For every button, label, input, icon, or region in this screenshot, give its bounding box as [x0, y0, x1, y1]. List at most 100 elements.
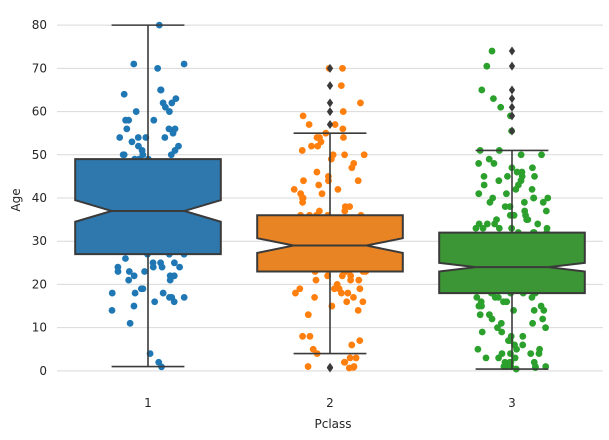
strip-point — [339, 64, 346, 72]
strip-point — [167, 151, 175, 159]
strip-point — [180, 60, 188, 68]
strip-point — [524, 216, 532, 224]
outlier-marker — [326, 362, 334, 372]
strip-point — [305, 121, 313, 128]
strip-point — [504, 172, 511, 180]
strip-point — [495, 224, 503, 232]
strip-point — [347, 276, 355, 284]
strip-point — [352, 354, 360, 362]
strip-point — [125, 116, 133, 124]
strip-point — [513, 168, 521, 176]
strip-point — [180, 294, 188, 301]
strip-point — [527, 350, 535, 357]
strip-point — [483, 62, 491, 70]
strip-point — [172, 95, 180, 102]
strip-point — [488, 47, 496, 55]
box — [438, 231, 586, 295]
strip-point — [150, 116, 158, 124]
outlier-marker — [508, 85, 516, 95]
strip-point — [357, 99, 364, 107]
outlier-marker — [508, 94, 516, 104]
strip-point — [488, 315, 496, 323]
strip-point — [503, 298, 511, 306]
outlier-marker — [508, 102, 516, 112]
y-tick-label: 80 — [32, 18, 47, 32]
strip-point — [327, 155, 335, 163]
outlier-marker — [508, 126, 516, 136]
y-tick-label: 60 — [32, 105, 47, 119]
strip-point — [131, 289, 139, 297]
strip-point — [495, 354, 502, 362]
strip-point — [490, 95, 497, 102]
outlier-marker — [326, 98, 334, 108]
strip-point — [165, 125, 173, 133]
strip-point — [116, 134, 124, 141]
strip-point — [513, 345, 520, 353]
strip-point — [356, 337, 364, 345]
strip-point — [501, 203, 509, 211]
strip-point — [540, 306, 548, 314]
strip-point — [542, 324, 549, 332]
strip-point — [154, 64, 162, 72]
strip-point — [149, 263, 157, 271]
strip-point — [306, 332, 314, 340]
strip-point — [350, 294, 357, 301]
strip-point — [168, 99, 176, 107]
strip-point — [292, 289, 299, 297]
strip-point — [296, 285, 304, 293]
box — [74, 158, 222, 256]
strip-point — [130, 60, 138, 68]
strip-point — [309, 345, 317, 353]
outlier-marker — [326, 120, 334, 130]
strip-point — [125, 268, 133, 275]
strip-point — [108, 289, 116, 297]
strip-point — [298, 147, 306, 154]
strip-point — [532, 364, 539, 372]
x-tick-label: 1 — [144, 396, 152, 410]
strip-point — [476, 311, 484, 319]
strip-point — [166, 294, 173, 301]
strip-point — [343, 298, 351, 306]
y-tick-label: 10 — [32, 321, 47, 335]
y-tick-label: 50 — [32, 148, 47, 162]
ticks: 0 10 20 30 40 50 60 70 80 1 2 3 — [32, 18, 516, 410]
strip-point — [478, 328, 486, 336]
strip-point — [478, 302, 485, 310]
strip-point — [126, 319, 134, 327]
strip-point — [529, 319, 536, 327]
outlier-marker — [508, 61, 516, 71]
strip-point — [531, 172, 538, 180]
strip-point — [170, 298, 178, 306]
strip-point — [334, 185, 342, 193]
strip-point — [348, 164, 356, 172]
strip-point — [344, 289, 352, 297]
strip-point — [337, 82, 345, 90]
box — [256, 214, 404, 273]
strip-point — [360, 151, 368, 159]
strip-point — [544, 194, 552, 202]
strip-point — [141, 268, 148, 275]
y-tick-label: 40 — [32, 191, 47, 205]
strip-point — [339, 125, 347, 133]
strip-point — [331, 121, 339, 128]
strip-point — [304, 311, 312, 319]
strip-point — [114, 268, 122, 275]
strip-point — [475, 190, 483, 198]
strip-point — [354, 306, 362, 314]
outlier-marker — [326, 81, 334, 91]
strip-point — [485, 155, 493, 163]
strip-point — [480, 172, 488, 180]
strip-point — [491, 220, 498, 228]
x-axis-label: Pclass — [314, 417, 351, 431]
strip-point — [479, 224, 487, 232]
strip-point — [125, 276, 133, 284]
strip-point — [534, 220, 542, 228]
strip-point — [474, 345, 482, 353]
strip-point — [345, 364, 353, 372]
strip-point — [338, 272, 346, 280]
strip-point — [132, 108, 140, 115]
strip-point — [139, 285, 147, 293]
strip-point — [486, 198, 494, 206]
strip-point — [494, 324, 501, 332]
strip-point — [311, 294, 318, 301]
